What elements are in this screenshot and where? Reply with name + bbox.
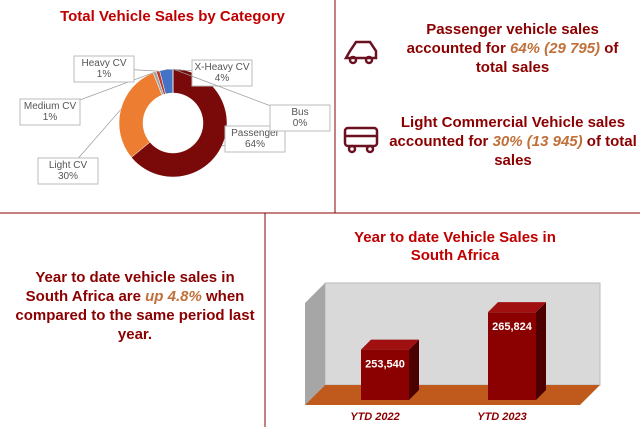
- bar: [488, 312, 536, 400]
- x-tick-label: YTD 2022: [350, 411, 400, 423]
- text: Passenger vehicle sales accounted for: [406, 21, 599, 57]
- bar-top: [361, 339, 419, 350]
- slice-label: Heavy CV: [81, 58, 126, 69]
- chart-title: Total Vehicle Sales by Category: [60, 8, 285, 25]
- text-panel: Year to date vehicle sales in South Afri…: [15, 268, 255, 344]
- label-box: [19, 98, 81, 126]
- bar-scene: [305, 282, 601, 405]
- bar-top: [488, 302, 546, 313]
- label-box: [269, 104, 331, 132]
- highlight: 30% (13 945): [492, 133, 583, 150]
- label-box: [73, 55, 135, 83]
- bar-side: [409, 339, 419, 400]
- car-icon: [343, 40, 378, 65]
- slice-label: X-Heavy CV: [194, 62, 249, 73]
- chart-title: Year to date Vehicle Sales in South Afri…: [354, 229, 556, 264]
- label-box: [37, 157, 99, 185]
- highlight: 64% (29 795): [509, 40, 601, 57]
- slice-value: 30%: [58, 171, 78, 182]
- value-label: 265,824: [492, 321, 533, 333]
- text-panel: Passenger vehicle sales accounted for 64…: [395, 20, 630, 77]
- bus-icon: [343, 126, 379, 154]
- highlight: up 4.8%: [145, 288, 202, 305]
- value-label: 253,540: [365, 359, 405, 371]
- slice-value: 0%: [293, 118, 308, 129]
- slice-value: 1%: [43, 112, 58, 123]
- donut-slice: [118, 72, 163, 158]
- slice-label: Bus: [291, 107, 308, 118]
- slice-label: Light CV: [49, 160, 88, 171]
- text-panel: Light Commercial Vehicle sales accounted…: [388, 113, 638, 170]
- bar-side: [536, 302, 546, 400]
- slice-label: Passenger: [231, 128, 279, 139]
- text: of total sales: [494, 133, 637, 169]
- label-box: [191, 59, 253, 87]
- slice-value: 1%: [97, 69, 112, 80]
- slice-value: 64%: [245, 139, 265, 150]
- donut-slice: [131, 68, 228, 178]
- slice-value: 4%: [215, 73, 230, 84]
- bar: [361, 349, 409, 400]
- text: Year to date vehicle sales in South Afri…: [25, 269, 235, 305]
- text: Light Commercial Vehicle sales accounted…: [389, 114, 626, 150]
- text: of total sales: [475, 40, 619, 76]
- text: when compared to the same period last ye…: [15, 288, 255, 343]
- slice-label: Medium CV: [24, 101, 77, 112]
- x-tick-label: YTD 2023: [477, 411, 527, 423]
